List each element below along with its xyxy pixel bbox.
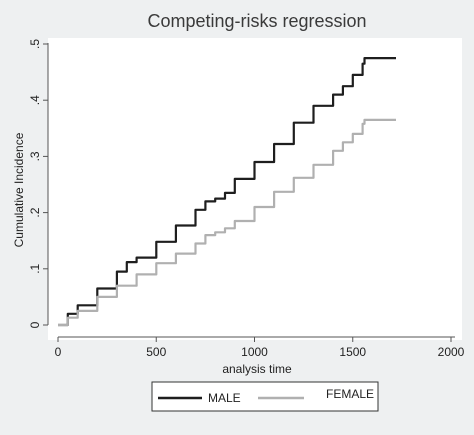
y-tick-label: .4 bbox=[28, 95, 42, 105]
plot-area bbox=[48, 38, 462, 340]
x-tick-label: 1000 bbox=[241, 345, 268, 359]
legend-label-female: FEMALE bbox=[326, 387, 374, 401]
legend-box bbox=[151, 381, 379, 412]
x-tick-label: 1500 bbox=[339, 345, 366, 359]
series-line-female bbox=[58, 118, 396, 327]
x-tick-label: 500 bbox=[146, 345, 166, 359]
series-lines bbox=[58, 57, 396, 327]
y-tick-label: 0 bbox=[28, 321, 42, 328]
x-axis-title: analysis time bbox=[222, 362, 292, 376]
y-tick-label: .5 bbox=[28, 39, 42, 49]
x-tick-label: 2000 bbox=[438, 345, 465, 359]
y-ticks: 0 .1 .2 .3 .4 .5 bbox=[28, 39, 48, 328]
legend-label-male: MALE bbox=[208, 391, 241, 405]
y-tick-label: .3 bbox=[28, 151, 42, 161]
x-tick-label: 0 bbox=[55, 345, 62, 359]
y-tick-label: .1 bbox=[28, 263, 42, 273]
x-ticks: 0 500 1000 1500 2000 bbox=[55, 337, 465, 359]
series-line-male bbox=[58, 57, 396, 327]
y-axis-title: Cumulative Incidence bbox=[12, 132, 26, 247]
chart-title: Competing-risks regression bbox=[147, 11, 366, 31]
y-tick-label: .2 bbox=[28, 207, 42, 217]
legend: MALE FEMALE bbox=[151, 381, 379, 412]
